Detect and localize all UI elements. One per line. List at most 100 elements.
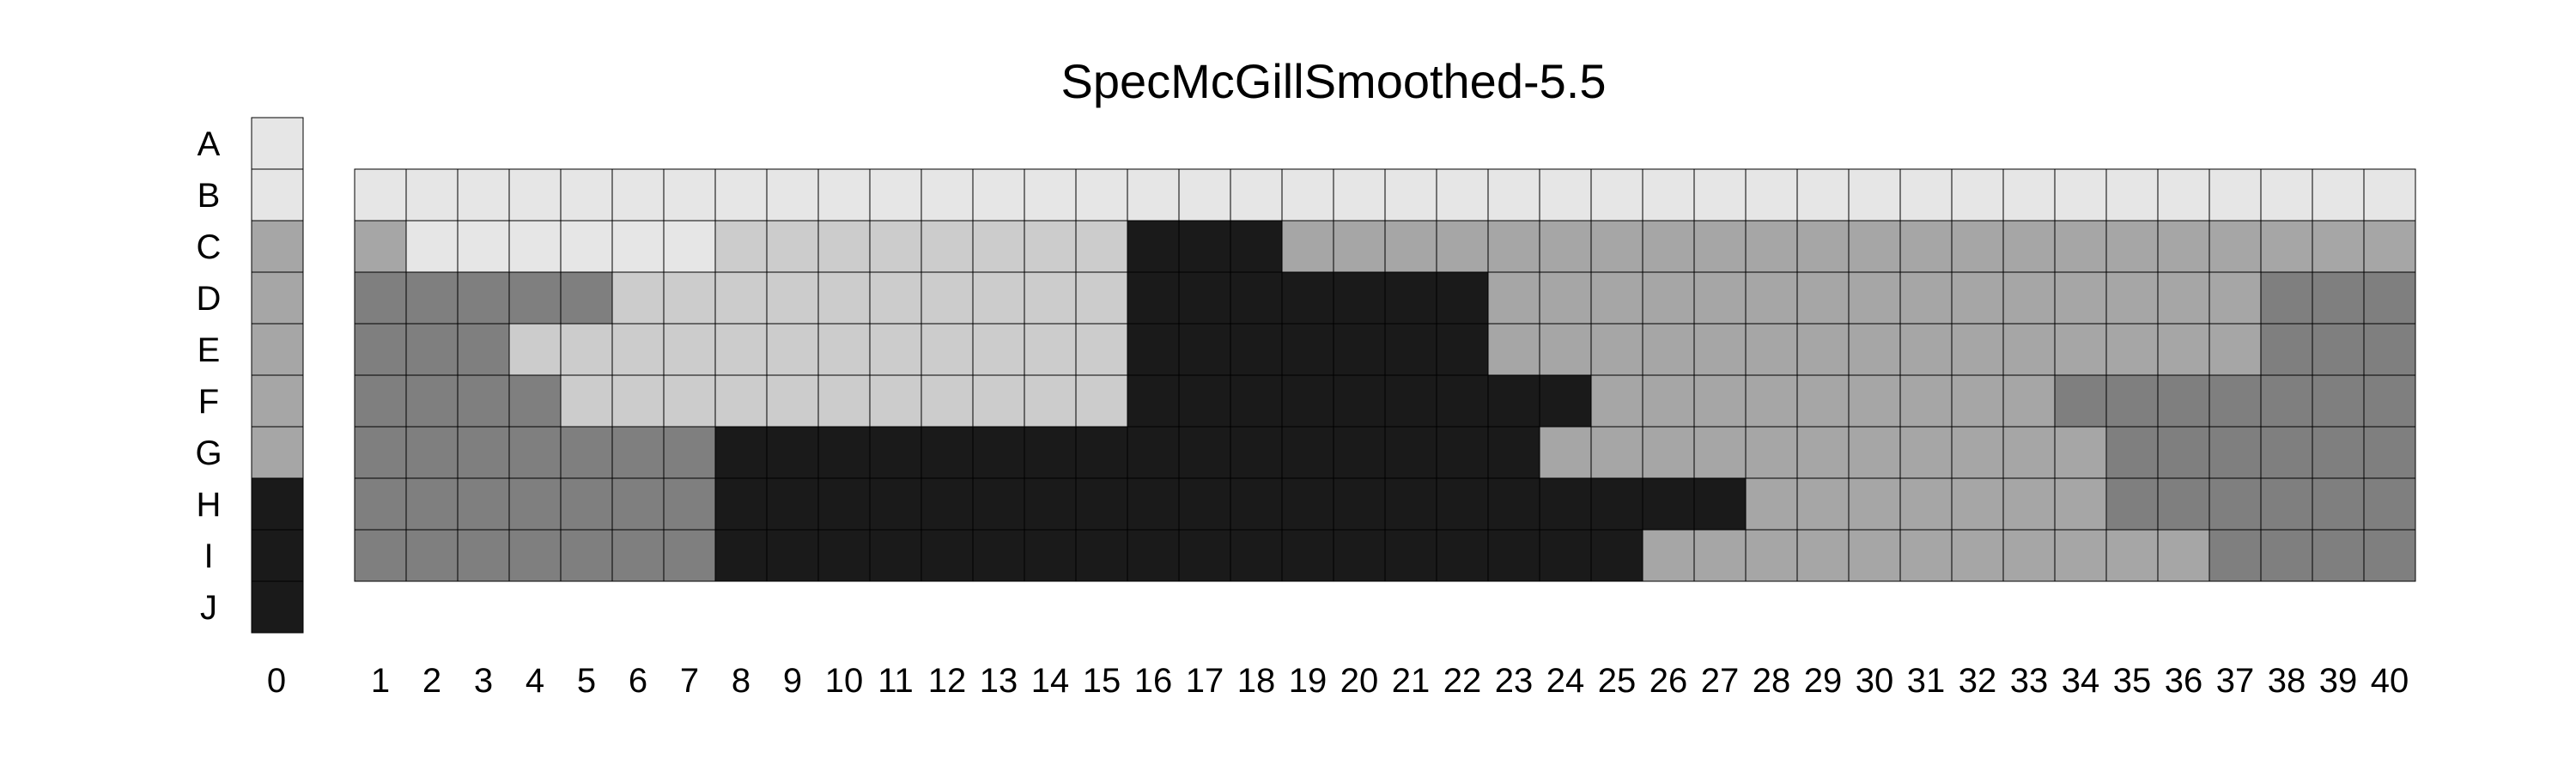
cell-i-24 [1539,529,1592,582]
cell-b-14 [1024,168,1077,222]
cell-g-8 [714,426,768,479]
col-label-33: 33 [2010,662,2049,700]
cell-i-40 [2363,529,2416,582]
cell-c-11 [869,220,922,273]
cell-g-26 [1642,426,1695,479]
cell-d-25 [1590,271,1643,325]
cell-f-21 [1384,374,1437,428]
cell-g-4 [508,426,562,479]
cell-d-28 [1745,271,1798,325]
cell-g-38 [2260,426,2313,479]
cell-i-5 [560,529,613,582]
col-label-40: 40 [2371,662,2409,700]
cell-f-29 [1796,374,1850,428]
cell-g-37 [2208,426,2262,479]
cell-f-20 [1333,374,1386,428]
col-label-3: 3 [474,662,493,700]
row-label-b: B [197,177,221,215]
heatmap-grid [354,168,2416,582]
cell-f-39 [2312,374,2365,428]
col-label-26: 26 [1649,662,1688,700]
cell-d-24 [1539,271,1592,325]
cell-f-24 [1539,374,1592,428]
row-label-h: H [197,486,222,524]
cell-g-16 [1127,426,1180,479]
cell-g-3 [457,426,510,479]
cell-f-25 [1590,374,1643,428]
cell-c-5 [560,220,613,273]
cell-b-10 [817,168,871,222]
cell-g-34 [2054,426,2107,479]
cell-i-21 [1384,529,1437,582]
col-label-35: 35 [2113,662,2152,700]
cell-d-34 [2054,271,2107,325]
cell-h-24 [1539,477,1592,531]
cell-d-29 [1796,271,1850,325]
cell-d-16 [1127,271,1180,325]
cell-f-14 [1024,374,1077,428]
cell-i-23 [1487,529,1540,582]
cell-c-32 [1951,220,2004,273]
cell-b-7 [663,168,716,222]
cell-b-21 [1384,168,1437,222]
cell-f-33 [2002,374,2056,428]
cell-h-26 [1642,477,1695,531]
cell-d-4 [508,271,562,325]
cell-g-31 [1899,426,1953,479]
cell-f-15 [1075,374,1128,428]
cell-g-10 [817,426,871,479]
col-label-25: 25 [1598,662,1637,700]
cell-c-20 [1333,220,1386,273]
cell-c-8 [714,220,768,273]
cell-e-18 [1230,323,1283,376]
cell-g-27 [1693,426,1747,479]
cell-c-28 [1745,220,1798,273]
cell-g-18 [1230,426,1283,479]
cell-i-27 [1693,529,1747,582]
cell-i-33 [2002,529,2056,582]
cell-f-40 [2363,374,2416,428]
cell-e-38 [2260,323,2313,376]
cell-h-23 [1487,477,1540,531]
cell-e-19 [1281,323,1334,376]
cell-g-32 [1951,426,2004,479]
cell-c-36 [2157,220,2210,273]
cell-d-35 [2105,271,2159,325]
cell-g-2 [405,426,459,479]
cell-f-10 [817,374,871,428]
cell-g-39 [2312,426,2365,479]
cell-g-22 [1436,426,1489,479]
cell-h-6 [611,477,665,531]
col-label-28: 28 [1753,662,1791,700]
cell-g-11 [869,426,922,479]
cell-f-19 [1281,374,1334,428]
cell-c-2 [405,220,459,273]
col-label-8: 8 [732,662,750,700]
cell-d-2 [405,271,459,325]
cell-i-3 [457,529,510,582]
row-label-d: D [197,280,222,318]
cell-d-21 [1384,271,1437,325]
cell-c-9 [766,220,819,273]
cell-b-34 [2054,168,2107,222]
cell-i-18 [1230,529,1283,582]
cell-h-2 [405,477,459,531]
cell-d-23 [1487,271,1540,325]
cell-i-14 [1024,529,1077,582]
cell-c-7 [663,220,716,273]
cell-f-34 [2054,374,2107,428]
cell-f-13 [972,374,1025,428]
cell-i-35 [2105,529,2159,582]
cell-h-12 [920,477,974,531]
cell-h-30 [1848,477,1901,531]
cell-d-18 [1230,271,1283,325]
cell-i-12 [920,529,974,582]
cell-b-29 [1796,168,1850,222]
cell-b-2 [405,168,459,222]
cell-h-9 [766,477,819,531]
cell-d-17 [1178,271,1231,325]
col-label-38: 38 [2268,662,2306,700]
cell-e-14 [1024,323,1077,376]
cell-f-11 [869,374,922,428]
cell-d-8 [714,271,768,325]
